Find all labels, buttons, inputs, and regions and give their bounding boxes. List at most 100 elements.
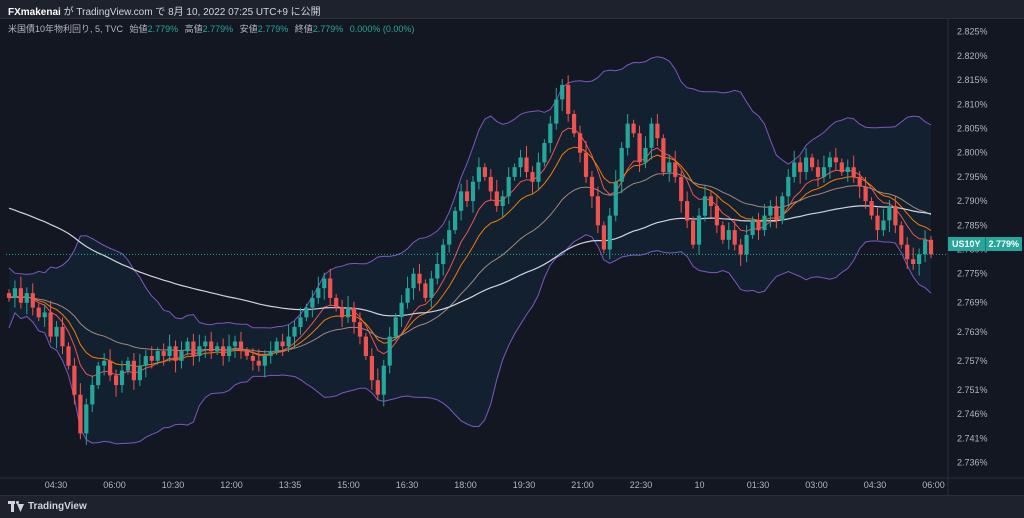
candle-body [583,152,589,177]
open-value: 2.779% [147,24,179,34]
price-tag-symbol: US10Y [948,237,985,251]
candle-body [792,162,797,177]
candle-body [215,346,220,352]
candle-body [893,205,898,226]
candle-body [441,244,446,265]
candle-body [149,356,154,361]
candle-body [691,220,696,245]
candle-body [66,346,71,366]
y-axis-tick-label: 2.825% [957,27,988,37]
candle-body [173,346,178,361]
publish-info: FXmakenai が TradingView.com で 8月 10, 202… [8,3,321,18]
x-axis-tick-label: 22:30 [630,480,653,490]
candle-body [334,297,339,308]
x-axis-tick-label: 10 [694,480,704,490]
candle-body [351,307,357,323]
symbol-legend: 米国債10年物利回り, 5, TVC 始値2.779% 高値2.779% 安値2… [8,22,414,35]
candle-body [839,162,844,173]
candle-body [518,157,523,168]
candle-body [566,84,571,114]
x-axis-tick-label: 04:30 [864,480,887,490]
candle-body [613,181,618,216]
candle-body [429,278,434,298]
candle-body [227,346,232,356]
candle-body [161,351,166,356]
y-axis-tick-label: 2.810% [957,99,988,109]
price-chart[interactable]: 2.825% 2.820% 2.815% 2.810% 2.805% 2.800% 2.79… [0,18,1024,495]
candle-body [667,162,672,173]
candle-body [131,360,136,381]
candle-body [256,360,261,366]
candle-body [179,351,184,361]
candle-body [911,259,916,264]
candle-body [595,196,600,226]
candle-body [530,172,535,182]
candle-body [928,239,934,255]
author-name[interactable]: FXmakenai [8,7,61,18]
candle-body [607,215,612,250]
candle-body [661,138,666,173]
y-axis-tick-label: 2.736% [957,458,988,468]
candle-body [708,196,713,206]
candle-body [673,162,678,177]
tradingview-icon [8,501,24,512]
candle-body [72,365,77,395]
x-axis-tick-label: 16:30 [396,480,419,490]
y-axis-tick-label: 2.820% [957,51,988,61]
candle-body [726,230,731,240]
candle-body [679,176,684,202]
footer-bar: TradingView [0,495,1024,518]
candle-body [78,394,83,434]
candle-body [637,133,642,163]
x-axis-tick-label: 04:30 [45,480,68,490]
candle-body [810,157,815,168]
symbol-name[interactable]: 米国債10年物利回り, 5, TVC [8,24,124,34]
price-tag-value: 2.779% [984,237,1023,251]
candle-body [536,162,541,182]
candle-body [815,167,821,177]
candle-body [560,84,565,100]
candle-body [488,176,493,192]
y-axis-tick-label: 2.746% [957,409,988,419]
candle-body [631,123,636,134]
candle-body [786,176,791,197]
x-axis-tick-label: 01:30 [747,480,770,490]
open-label: 始値 [129,24,148,34]
bollinger-upper-line [8,56,932,329]
tradingview-logo[interactable]: TradingView [8,501,87,512]
candle-body [720,225,725,240]
candle-body [851,167,856,177]
candle-body [48,312,53,337]
candle-body [744,235,749,255]
candle-body [494,191,499,206]
y-axis-tick-label: 2.769% [957,298,988,308]
publish-text: が TradingView.com で 8月 10, 2022 07:25 UT… [63,7,321,18]
candle-body [500,196,505,206]
ma-200-line [8,205,932,317]
candle-body [572,114,577,134]
high-value: 2.779% [202,24,234,34]
candle-body [304,307,309,318]
brand-name: TradingView [28,501,87,512]
candle-body [60,326,65,347]
candle-body [643,147,648,163]
high-label: 高値 [184,24,203,34]
candle-body [387,336,392,366]
candle-body [750,220,755,235]
y-axis-tick-label: 2.815% [957,75,988,85]
candle-body [244,351,249,356]
header-bar: FXmakenai が TradingView.com で 8月 10, 202… [0,0,1024,19]
candle-body [405,288,410,303]
candle-body [578,133,583,153]
last-price-tag: US10Y 2.779% [948,237,1023,251]
candle-body [232,341,238,347]
candle-body [36,307,41,318]
candle-body [845,167,850,172]
y-axis-tick-label: 2.785% [957,220,988,230]
candle-body [203,341,208,347]
candle-body [464,191,470,202]
candle-body [696,215,702,245]
candle-body [512,167,517,177]
y-axis-tick-label: 2.790% [957,196,988,206]
candle-body [185,341,190,352]
